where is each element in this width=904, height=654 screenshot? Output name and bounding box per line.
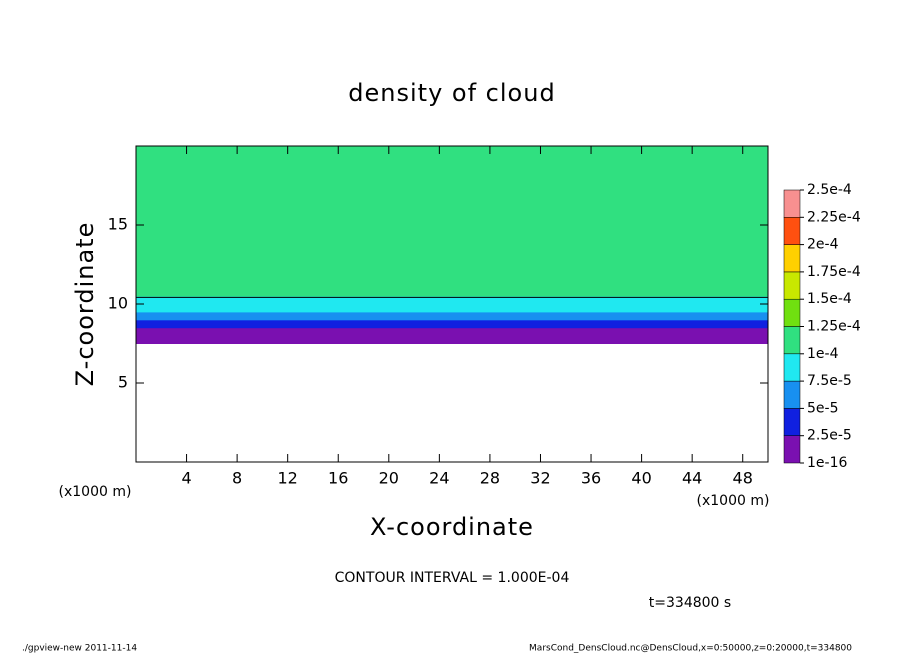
x-tick-label: 8 (232, 469, 242, 488)
heat-cell (136, 161, 768, 171)
colorbar-segment (783, 435, 801, 464)
colorbar-segment (783, 189, 801, 218)
heat-cell (136, 319, 768, 329)
heat-cell (136, 225, 768, 234)
y-axis-label: Z-coordinate (71, 222, 99, 387)
heat-cell (136, 264, 768, 273)
heat-cell (136, 280, 768, 289)
heat-cell (136, 304, 768, 313)
x-tick-label: 16 (328, 469, 348, 488)
heat-cell (136, 240, 768, 250)
colorbar-segment (783, 380, 801, 409)
colorbar-label: 2e-4 (807, 237, 839, 253)
heat-cell (136, 232, 768, 242)
x-tick-label: 20 (379, 469, 399, 488)
x-tick-label: 28 (480, 469, 500, 488)
colorbar-label: 1e-16 (807, 455, 847, 471)
heat-cell (136, 209, 768, 218)
colorbar-label: 1.25e-4 (807, 319, 861, 335)
heat-cell (136, 296, 768, 305)
colorbar-label: 2.5e-4 (807, 182, 852, 198)
heat-cell (136, 201, 768, 210)
x-tick-label: 36 (581, 469, 601, 488)
y-tick-label: 15 (108, 215, 128, 234)
y-unit-label: (x1000 m) (59, 484, 132, 500)
heat-cell (136, 217, 768, 226)
footer-right: MarsCond_DensCloud.nc@DensCloud,x=0:5000… (529, 644, 852, 654)
x-unit-label: (x1000 m) (697, 493, 770, 509)
colorbar-segment (783, 244, 801, 273)
x-tick-label: 32 (530, 469, 550, 488)
colorbar-label: 1e-4 (807, 346, 839, 362)
colorbar-label: 2.25e-4 (807, 209, 861, 225)
contour-interval: CONTOUR INTERVAL = 1.000E-04 (335, 570, 570, 586)
x-tick-label: 24 (429, 469, 449, 488)
colorbar-segment (783, 217, 801, 245)
x-tick-label: 40 (631, 469, 651, 488)
time-label: t=334800 s (649, 595, 731, 611)
footer-left: ./gpview-new 2011-11-14 (22, 644, 137, 654)
heat-cell (136, 153, 768, 163)
heat-cell (136, 248, 768, 258)
colorbar-label: 1.75e-4 (807, 264, 861, 280)
heat-cell (136, 146, 768, 155)
colorbar-label: 2.5e-5 (807, 428, 852, 444)
heat-cell (136, 272, 768, 281)
colorbar-segment (783, 353, 801, 382)
heat-cell (136, 177, 768, 186)
x-tick-label: 44 (682, 469, 702, 488)
heat-cell (136, 193, 768, 202)
colorbar-label: 1.5e-4 (807, 291, 852, 307)
colorbar-segment (783, 271, 801, 300)
x-tick-label: 4 (181, 469, 191, 488)
colorbar-segment (783, 326, 801, 355)
colorbar-label: 5e-5 (807, 400, 838, 416)
heat-cell (136, 335, 768, 344)
heat-cell (136, 311, 768, 321)
heat-cell (136, 256, 768, 265)
y-tick-label: 5 (118, 373, 128, 392)
colorbar-segment (783, 408, 801, 436)
colorbar-label: 7.5e-5 (807, 373, 852, 389)
x-tick-label: 12 (278, 469, 298, 488)
colorbar-segment (783, 298, 801, 327)
heat-cell (136, 327, 768, 337)
x-tick-label: 48 (733, 469, 753, 488)
heat-cell (136, 288, 768, 297)
chart-title: density of cloud (348, 79, 555, 107)
heat-cell (136, 185, 768, 194)
x-axis-label: X-coordinate (370, 513, 534, 541)
y-tick-label: 10 (108, 294, 128, 313)
heat-cell (136, 169, 768, 179)
